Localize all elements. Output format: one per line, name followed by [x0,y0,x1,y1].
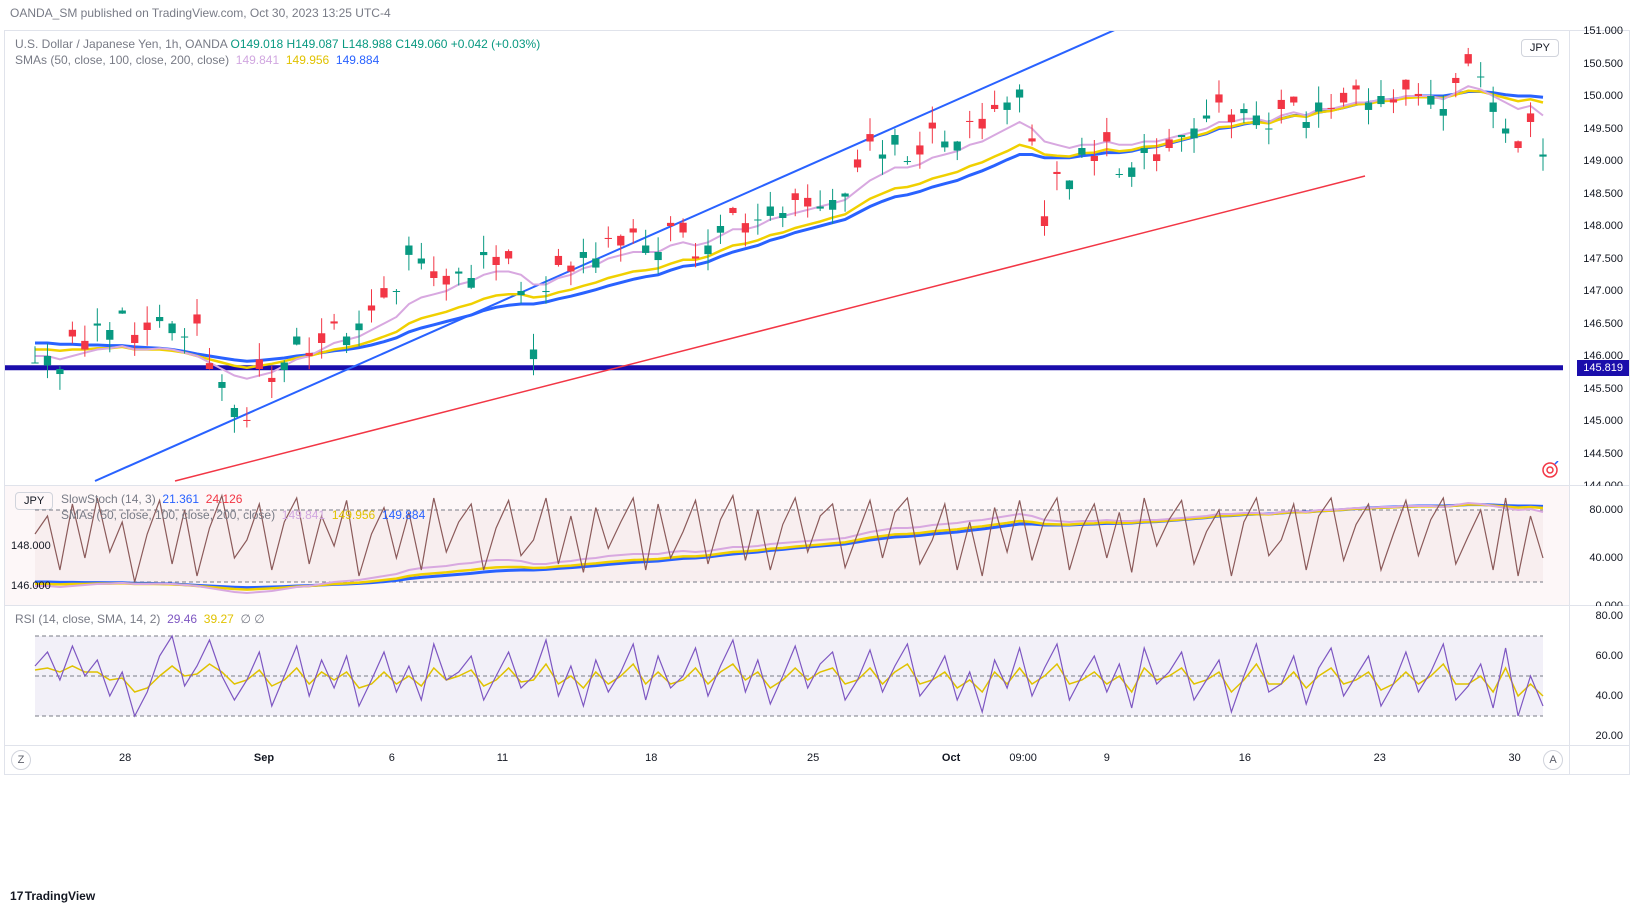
y-tick: 20.00 [1595,730,1623,742]
chart-container: U.S. Dollar / Japanese Yen, 1h, OANDA O1… [4,30,1630,775]
y-tick: 60.00 [1595,650,1623,662]
hline-price-tag: 145.819 [1577,360,1629,376]
left-y-tick: 148.000 [11,540,51,552]
x-tick: Oct [942,752,960,764]
x-tick-container: 28 Sep 6 11 18 25 Oct 09:00 9 16 23 30 [65,752,1549,768]
y-tick: 145.000 [1583,415,1623,427]
left-y-tick: 146.000 [11,580,51,592]
axis-corner [1569,746,1629,774]
x-tick: 11 [497,752,508,764]
y-tick: 147.500 [1583,253,1623,265]
x-tick: 6 [389,752,395,764]
x-tick: 23 [1374,752,1386,764]
y-tick: 151.000 [1583,25,1623,37]
main-chart-svg[interactable] [5,31,1563,486]
stoch-pane[interactable]: JPY SlowStoch (14, 3) 21.361 24.126 SMAs… [5,486,1629,606]
stoch-sma-legend: SMAs (50, close, 100, close, 200, close)… [61,508,425,522]
x-tick: 09:00 [1009,752,1037,764]
sma-legend: SMAs (50, close, 100, close, 200, close)… [15,53,540,67]
tradingview-logo: 17 TradingView [10,889,95,903]
y-tick: 80.00 [1595,610,1623,622]
x-tick: 30 [1509,752,1521,764]
y-tick: 148.500 [1583,188,1623,200]
y-tick: 150.000 [1583,90,1623,102]
x-tick: 28 [119,752,131,764]
x-tick: Sep [254,752,274,764]
y-tick: 145.500 [1583,383,1623,395]
x-tick: 18 [645,752,657,764]
publish-header: OANDA_SM published on TradingView.com, O… [0,0,1634,26]
stoch-left-axis: 148.000 146.000 [11,486,61,605]
y-tick: 147.000 [1583,285,1623,297]
y-tick: 80.000 [1589,504,1623,516]
stoch-y-axis[interactable]: 80.00040.0000.000 [1569,486,1629,605]
y-tick: 146.500 [1583,318,1623,330]
x-tick: 16 [1239,752,1251,764]
main-y-axis[interactable]: 151.000150.500150.000149.500149.000148.5… [1569,31,1629,485]
rsi-pane[interactable]: RSI (14, close, SMA, 14, 2) 29.46 39.27 … [5,606,1629,746]
x-tick: 25 [807,752,819,764]
target-icon[interactable] [1541,461,1559,479]
x-tick: 9 [1104,752,1110,764]
y-tick: 40.00 [1595,690,1623,702]
y-tick: 149.000 [1583,155,1623,167]
y-tick: 148.000 [1583,220,1623,232]
symbol-legend: U.S. Dollar / Japanese Yen, 1h, OANDA O1… [15,37,540,51]
zoom-out-button[interactable]: Z [11,750,31,770]
main-price-pane[interactable]: U.S. Dollar / Japanese Yen, 1h, OANDA O1… [5,31,1629,486]
rsi-y-axis[interactable]: 80.00 60.00 40.00 20.00 [1569,606,1629,745]
time-axis[interactable]: Z 28 Sep 6 11 18 25 Oct 09:00 9 16 23 30 A [5,746,1629,774]
rsi-legend: RSI (14, close, SMA, 14, 2) 29.46 39.27 … [15,612,265,626]
stoch-legend: SlowStoch (14, 3) 21.361 24.126 [61,492,425,506]
y-tick: 150.500 [1583,58,1623,70]
y-tick: 40.000 [1589,552,1623,564]
y-tick: 144.500 [1583,448,1623,460]
auto-button[interactable]: A [1543,750,1563,770]
currency-badge: JPY [1521,39,1559,57]
y-tick: 149.500 [1583,123,1623,135]
